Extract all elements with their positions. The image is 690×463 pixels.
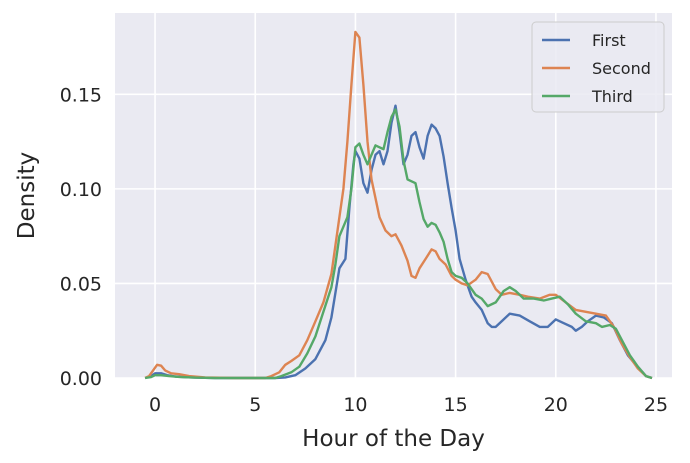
series-line-third — [144, 108, 653, 380]
legend-frame — [531, 21, 665, 113]
legend-label: Second — [592, 59, 651, 78]
x-tick-label: 20 — [544, 394, 568, 416]
legend-label: First — [592, 31, 626, 50]
y-axis-ticks: 0.00 0.05 0.10 0.15 — [60, 84, 102, 390]
x-tick-label: 15 — [444, 394, 468, 416]
legend-label: Third — [591, 87, 633, 106]
y-tick-label: 0.05 — [60, 273, 102, 295]
x-tick-label: 0 — [149, 394, 161, 416]
x-axis-ticks: 0 5 10 15 20 25 — [149, 394, 668, 416]
x-axis-label: Hour of the Day — [302, 426, 485, 452]
series-line-first — [144, 104, 653, 380]
legend: First Second Third — [531, 21, 665, 113]
series-line-second — [144, 30, 653, 380]
x-tick-label: 25 — [644, 394, 668, 416]
x-tick-label: 10 — [343, 394, 367, 416]
y-tick-label: 0.10 — [60, 179, 102, 201]
y-axis-label: Density — [14, 152, 40, 239]
y-tick-label: 0.00 — [60, 368, 102, 390]
x-tick-label: 5 — [249, 394, 261, 416]
series-lines — [144, 30, 653, 380]
y-tick-label: 0.15 — [60, 84, 102, 106]
